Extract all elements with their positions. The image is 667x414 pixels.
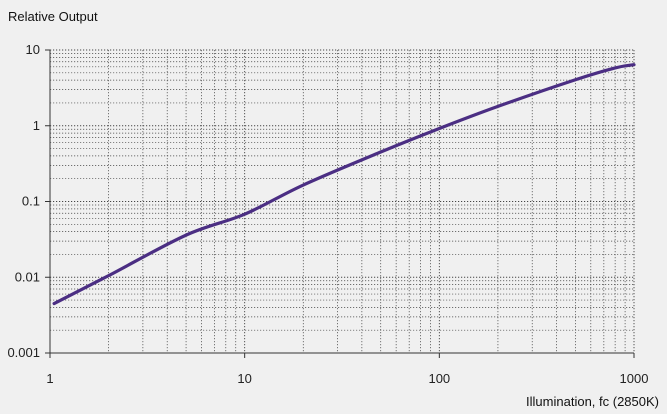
x-tick-label: 1000 — [620, 371, 649, 386]
x-tick-label: 1 — [46, 371, 53, 386]
series-layer — [52, 63, 636, 306]
tick-label-layer: 1 10 100 1000 10 1 0.1 0.01 0.001 — [7, 42, 648, 386]
y-tick-label: 0.1 — [22, 194, 40, 209]
x-axis-title: Illumination, fc (2850K) — [526, 394, 659, 409]
y-tick-label: 10 — [26, 42, 40, 57]
y-tick-label: 0.01 — [15, 269, 40, 284]
axis-layer — [45, 49, 635, 358]
y-tick-label: 0.001 — [7, 345, 40, 360]
y-tick-label: 1 — [33, 118, 40, 133]
x-tick-label: 10 — [237, 371, 251, 386]
x-tick-label: 100 — [428, 371, 450, 386]
series-line — [52, 63, 636, 306]
y-axis-title: Relative Output — [8, 9, 98, 24]
grid-layer — [49, 49, 635, 354]
